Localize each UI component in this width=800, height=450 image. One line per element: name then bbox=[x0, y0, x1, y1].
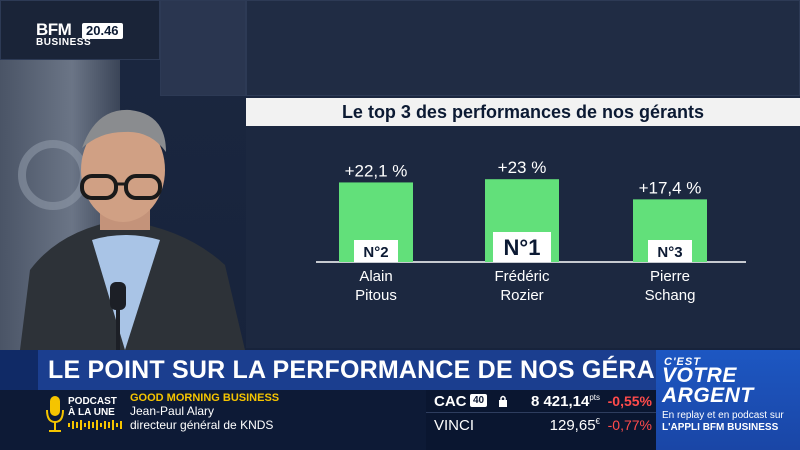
headline-text: LE POINT SUR LA PERFORMANCE DE NOS GÉRAN… bbox=[48, 356, 706, 384]
chart-rank-box bbox=[648, 240, 692, 262]
ticker-divider bbox=[426, 412, 656, 413]
headline-left-block bbox=[0, 350, 38, 390]
chart-value-label: +17,4 % bbox=[639, 178, 702, 197]
chart-category-label: Alain bbox=[359, 268, 392, 285]
promo-title-line-1: VOTRE bbox=[662, 364, 737, 387]
chart-category-label: Pierre bbox=[650, 268, 690, 285]
logo-business-text: BUSINESS bbox=[36, 37, 92, 48]
performance-bar-chart: +22,1 % N°2 Alain Pitous +23 % N°1 Frédéric Roz… bbox=[316, 158, 746, 304]
chart-category-label: Rozier bbox=[500, 287, 543, 304]
chart-rank-label: N°3 bbox=[657, 244, 682, 261]
chart-rank-label: N°2 bbox=[363, 244, 388, 261]
podcast-label-line-1: PODCAST bbox=[68, 396, 117, 407]
ticker-change: -0,55% bbox=[607, 393, 652, 409]
ticker-value-number: 8 421,14 bbox=[530, 393, 590, 410]
ticker-value-unit: pts bbox=[589, 393, 600, 402]
chart-value-label: +23 % bbox=[498, 158, 547, 177]
podcast-label-line-2: À LA UNE bbox=[68, 407, 115, 418]
ticker-row-cac: CAC 40 8 421,14pts -0,55% bbox=[426, 390, 656, 412]
guest-portrait bbox=[20, 109, 245, 350]
promo-subtitle-line-1: En replay et en podcast sur bbox=[662, 410, 784, 421]
guest-name: Jean-Paul Alary bbox=[130, 404, 215, 418]
promo-title: VOTRE ARGENT bbox=[662, 364, 754, 407]
ticker-row-vinci: VINCI 129,65€ -0,77% bbox=[426, 414, 656, 436]
promo-title-line-2: ARGENT bbox=[662, 384, 754, 407]
chart-rank-box bbox=[493, 232, 551, 262]
ticker-badge: 40 bbox=[470, 394, 488, 407]
show-name: GOOD MORNING BUSINESS bbox=[130, 392, 280, 404]
chart-category-label: Frédéric bbox=[494, 268, 550, 285]
studio-wall-panel bbox=[246, 0, 800, 96]
promo-subtitle-line-2: L'APPLI BFM BUSINESS bbox=[662, 422, 779, 433]
chart-rank-box bbox=[354, 240, 398, 262]
studio-background bbox=[0, 0, 800, 350]
studio-wall-panel bbox=[0, 0, 160, 60]
studio-wall-panel bbox=[160, 0, 246, 96]
ticker-value-unit: € bbox=[595, 417, 600, 426]
podcast-label: PODCAST À LA UNE bbox=[68, 396, 117, 418]
guest-role: directeur général de KNDS bbox=[130, 418, 274, 432]
logo-bfm-text: BFM bbox=[36, 20, 72, 39]
ticker-name: CAC bbox=[434, 393, 467, 410]
podcast-badge: PODCAST À LA UNE bbox=[38, 392, 128, 448]
promo-kicker: C'EST bbox=[664, 356, 701, 368]
ticker-name: VINCI bbox=[434, 417, 475, 434]
broadcast-clock: 20.46 bbox=[82, 23, 123, 39]
ticker-value-number: 129,65 bbox=[549, 417, 596, 434]
chart-category-label: Schang bbox=[645, 287, 696, 304]
ticker-value: 129,65€ bbox=[550, 417, 600, 434]
chart-category-label: Pitous bbox=[355, 287, 397, 304]
stock-ticker: CAC 40 8 421,14pts -0,55% VINCI 129,65€ … bbox=[426, 390, 656, 450]
chart-title: Le top 3 des performances de nos gérants bbox=[246, 98, 800, 126]
lock-icon bbox=[499, 395, 507, 407]
audio-wave-icon bbox=[68, 420, 122, 430]
chart-rank-label: N°1 bbox=[504, 235, 541, 260]
studio-screen: Le top 3 des performances de nos gérants… bbox=[246, 98, 800, 348]
chart-value-label: +22,1 % bbox=[345, 161, 408, 180]
channel-logo: BFM BUSINESS bbox=[36, 20, 126, 52]
program-promo: C'EST VOTRE ARGENT En replay et en podca… bbox=[656, 350, 800, 450]
ticker-change: -0,77% bbox=[607, 417, 652, 433]
headline-banner: LE POINT SUR LA PERFORMANCE DE NOS GÉRAN… bbox=[38, 350, 706, 390]
microphone-icon bbox=[46, 396, 64, 432]
ticker-value: 8 421,14pts bbox=[531, 393, 600, 410]
promo-subtitle: En replay et en podcast sur L'APPLI BFM … bbox=[662, 410, 798, 434]
